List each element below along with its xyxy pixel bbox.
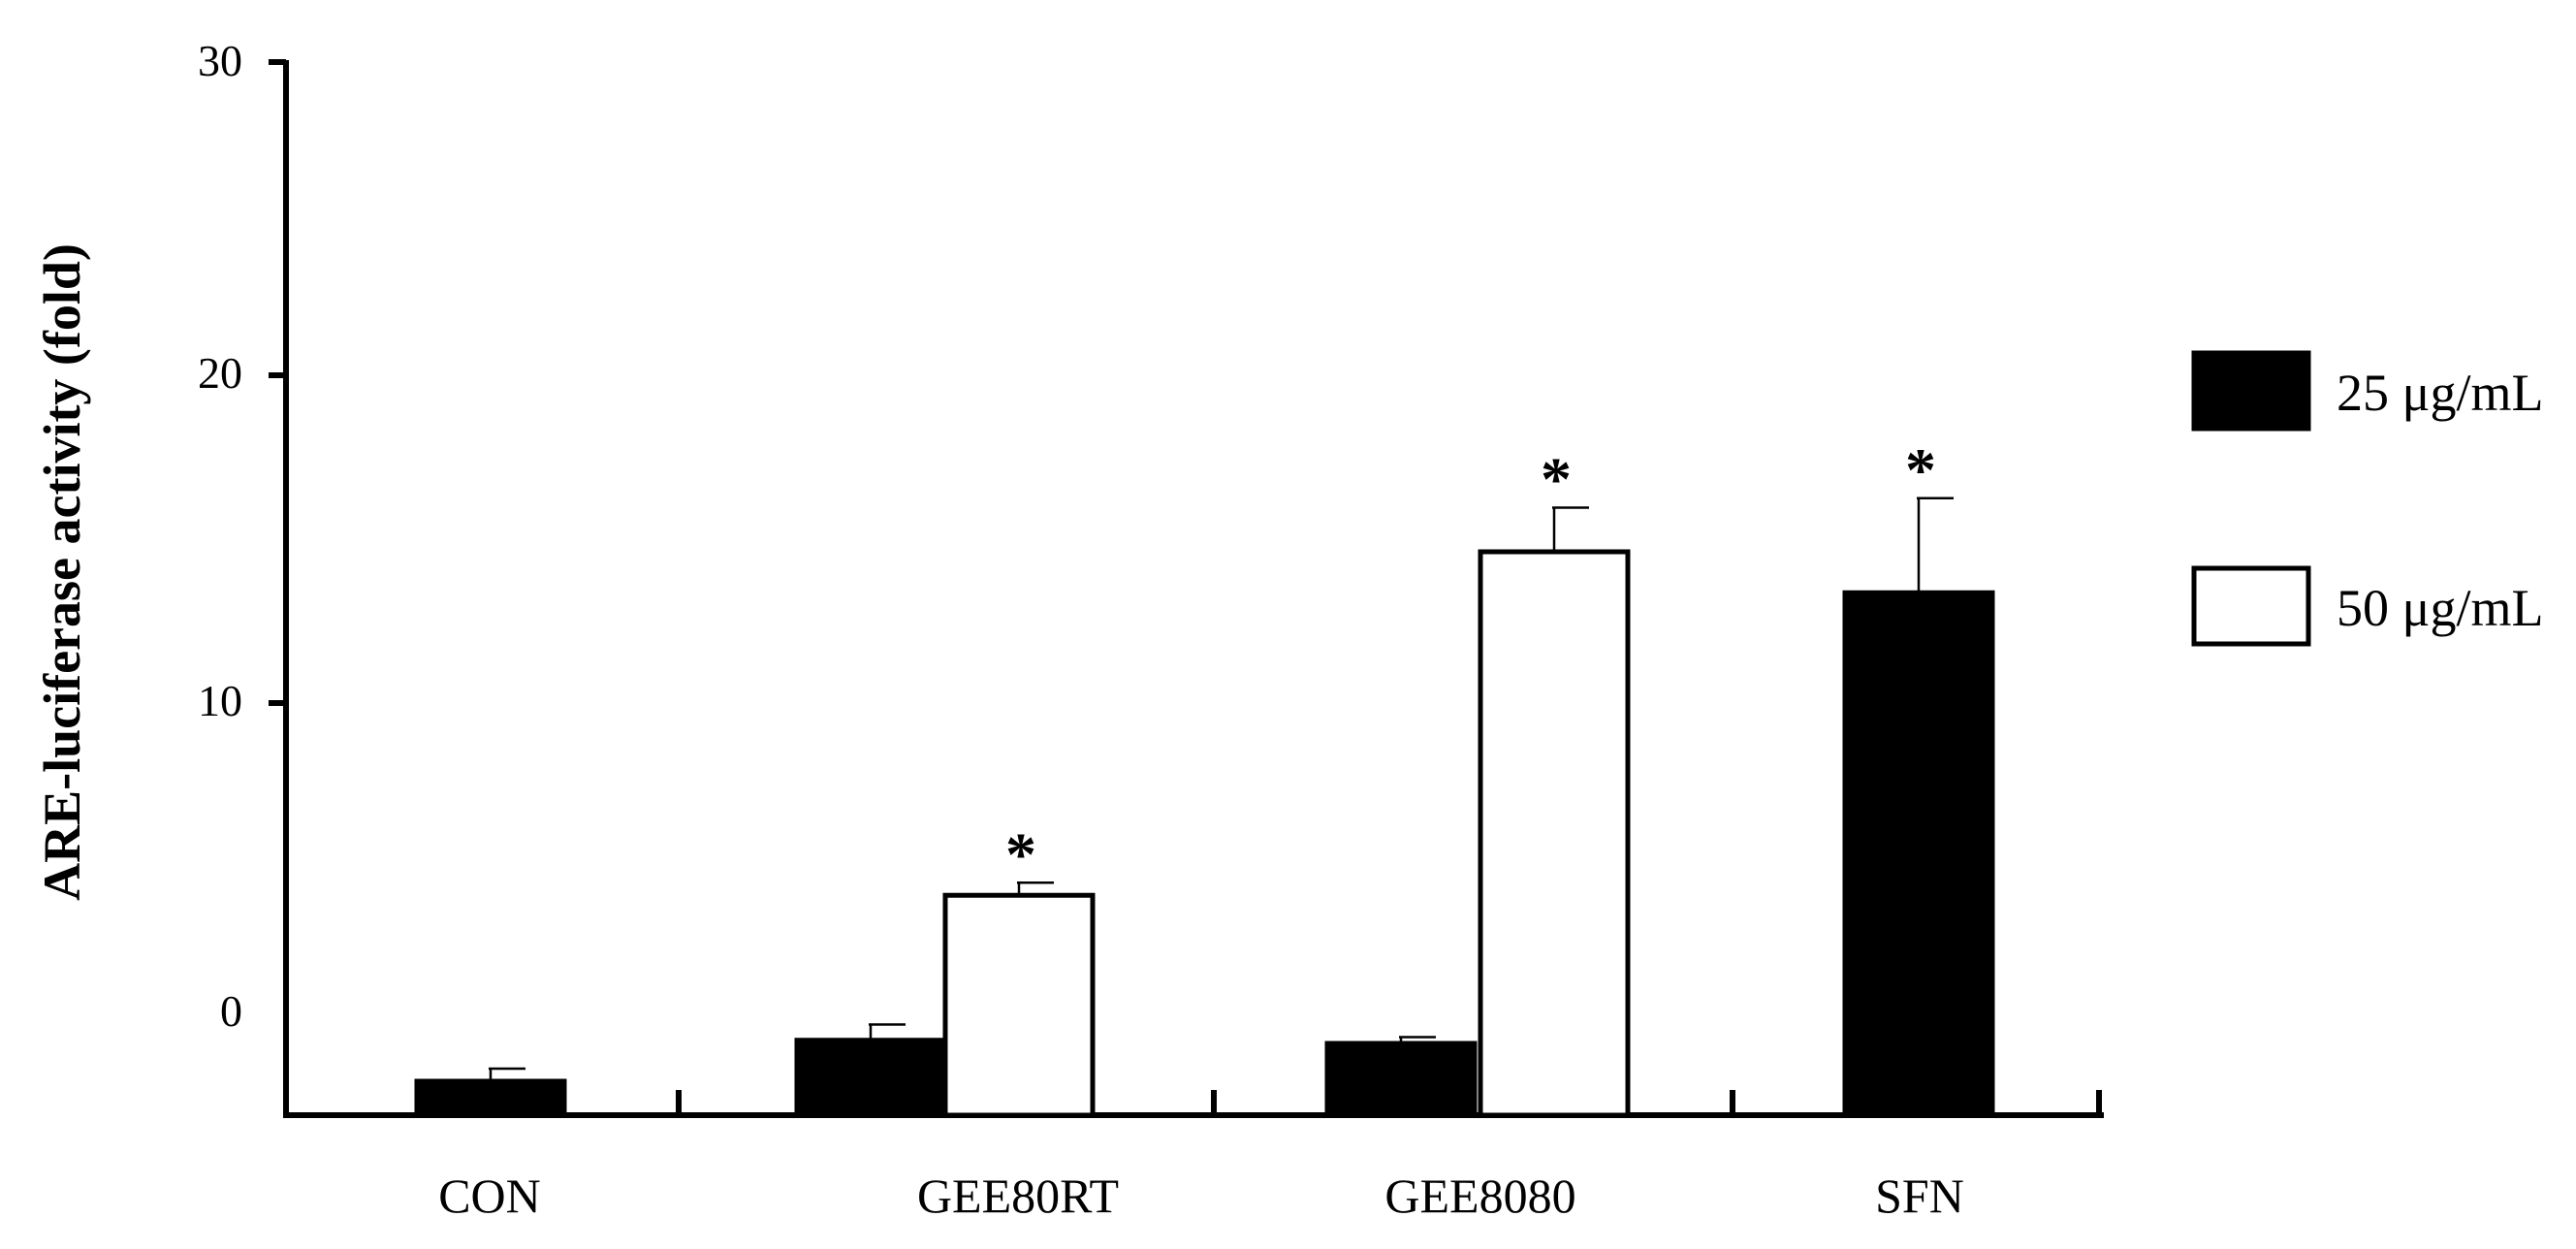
y-axis-title: ARE-luciferase activity (fold) xyxy=(33,243,91,901)
axes xyxy=(269,59,2104,1118)
x-category-label: CON xyxy=(438,1169,541,1223)
significance-asterisk: * xyxy=(1541,445,1572,514)
bar-sfn-series-1 xyxy=(1842,590,1995,1118)
x-category-label: GEE80RT xyxy=(917,1169,1119,1223)
x-category-label: GEE8080 xyxy=(1384,1169,1575,1223)
bar-gee80rt-series-1 xyxy=(794,1038,947,1118)
y-tick-label: 0 xyxy=(220,986,242,1036)
legend-swatch xyxy=(2191,350,2311,432)
legend-swatch xyxy=(2191,565,2311,647)
labels: 0 10 20 30 ARE-luciferase activity (fold) * * *… xyxy=(33,36,1964,1223)
significance-asterisk: * xyxy=(1905,435,1936,504)
legend-label: 25 μg/mL xyxy=(2337,364,2543,422)
bar-gee80rt-series-2 xyxy=(942,892,1096,1118)
legend-label: 50 μg/mL xyxy=(2337,579,2543,637)
y-tick-label: 30 xyxy=(198,36,242,85)
x-category-label: SFN xyxy=(1875,1169,1964,1223)
y-tick-label: 10 xyxy=(198,676,242,725)
bar-gee8080-series-1 xyxy=(1324,1041,1478,1118)
bar-gee8080-series-2 xyxy=(1478,549,1631,1118)
significance-asterisk: * xyxy=(1005,819,1036,888)
legend: 25 μg/mL 50 μg/mL xyxy=(2191,350,2543,647)
bar-con-series-1 xyxy=(414,1078,567,1118)
bars xyxy=(414,496,1995,1118)
y-tick-label: 20 xyxy=(198,348,242,398)
